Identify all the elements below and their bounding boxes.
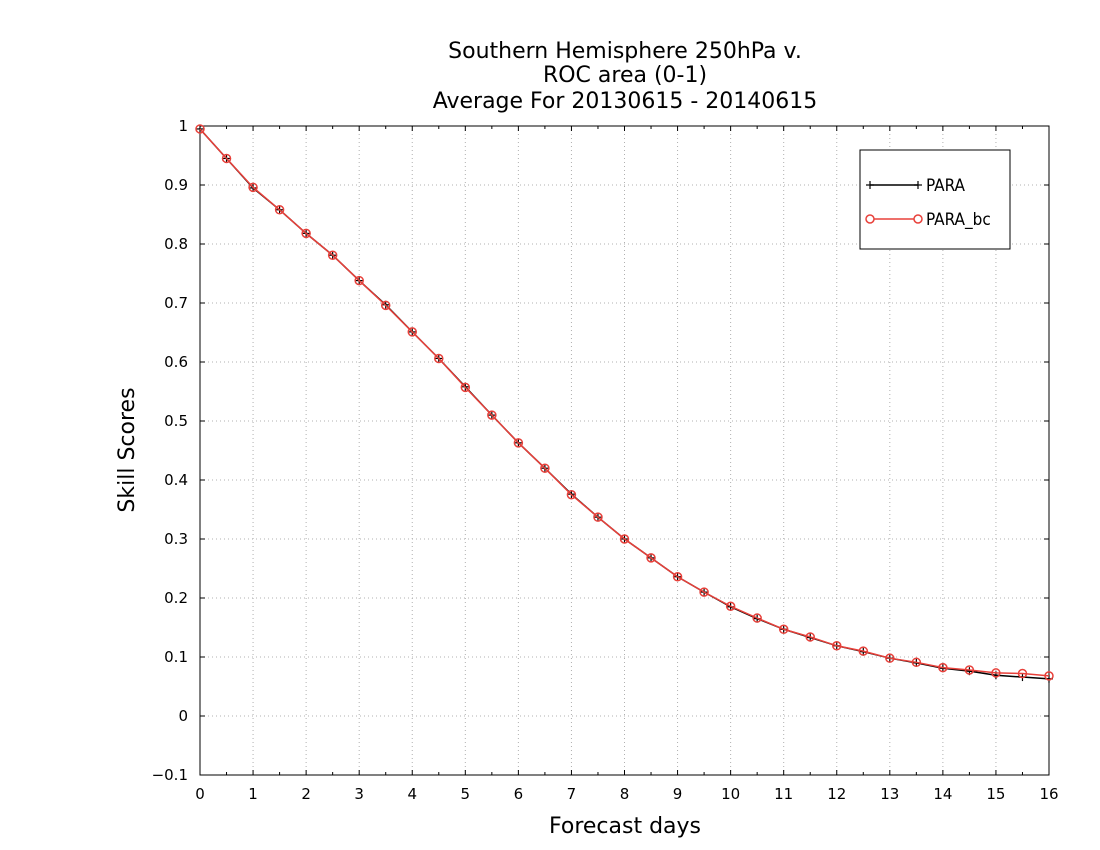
x-tick-label: 16 (1039, 785, 1058, 803)
series-layer (195, 124, 1054, 683)
data-point (195, 124, 205, 134)
y-tick-label: 1 (178, 117, 188, 135)
y-axis-label: Skill Scores (115, 387, 140, 512)
x-tick-label: 15 (986, 785, 1005, 803)
x-tick-label: 9 (673, 785, 683, 803)
x-tick-label: 3 (354, 785, 364, 803)
y-tick-label: 0.7 (164, 294, 188, 312)
chart-title: Southern Hemisphere 250hPa v. ROC area (… (433, 39, 818, 114)
x-tick-label: 2 (301, 785, 311, 803)
data-point (274, 205, 285, 215)
legend-label: PARA_bc (926, 210, 991, 230)
data-point (434, 353, 444, 364)
x-tick-label: 7 (567, 785, 577, 803)
x-tick-label: 5 (461, 785, 471, 803)
data-point (832, 641, 842, 651)
data-point (407, 327, 417, 337)
data-point (593, 512, 603, 522)
legend-marker (865, 214, 875, 224)
data-point (619, 534, 630, 544)
data-point (778, 624, 789, 635)
data-point (1017, 668, 1028, 679)
legend: PARA PARA_bc (859, 149, 1011, 250)
y-tick-label: 0.5 (164, 412, 188, 430)
legend-entry-para-bc: PARA_bc (865, 210, 991, 230)
y-tick-label: 0.6 (164, 353, 188, 371)
data-point (964, 665, 975, 675)
data-point (380, 300, 391, 311)
legend-marker (913, 214, 923, 224)
y-tick-label: 0.4 (164, 471, 188, 489)
legend-box (859, 149, 1011, 250)
title-line-3: Average For 20130615 - 20140615 (433, 89, 818, 114)
data-point (725, 601, 736, 612)
x-tick-label: 4 (407, 785, 417, 803)
data-point (646, 553, 656, 563)
data-point (566, 490, 577, 500)
x-tick-label: 11 (774, 785, 793, 803)
title-line-1: Southern Hemisphere 250hPa v. (448, 39, 802, 64)
data-point (672, 572, 683, 582)
y-tick-label: 0.8 (164, 235, 188, 253)
data-point (540, 463, 550, 473)
y-tick-label: 0.9 (164, 176, 188, 194)
data-point (858, 646, 869, 656)
data-point (487, 410, 497, 420)
data-point (991, 668, 1001, 678)
series-para-bc (195, 124, 1054, 681)
data-point (699, 587, 709, 597)
x-tick-label: 8 (620, 785, 630, 803)
data-point (221, 153, 232, 164)
y-tick-label: 0.2 (164, 589, 188, 607)
x-tick-label: 6 (514, 785, 524, 803)
data-point (248, 182, 258, 193)
data-point (938, 662, 948, 673)
x-tick-label: 0 (195, 785, 205, 803)
x-axis-label: Forecast days (549, 814, 701, 839)
legend-entry-para: PARA (866, 176, 966, 196)
data-point (460, 382, 471, 393)
data-point (327, 250, 338, 260)
data-point (1044, 671, 1054, 681)
data-point (354, 275, 364, 286)
data-point (301, 228, 311, 239)
y-tick-label: −0.1 (152, 766, 188, 784)
y-tick-label: 0 (178, 707, 188, 725)
y-tick-label: 0.1 (164, 648, 188, 666)
data-point (911, 657, 922, 668)
x-tick-label: 1 (248, 785, 258, 803)
data-point (885, 653, 895, 663)
series-line (199, 128, 1050, 677)
x-tick-label: 14 (933, 785, 952, 803)
legend-entries: PARA PARA_bc (865, 176, 991, 230)
x-tick-label: 12 (827, 785, 846, 803)
data-point (805, 632, 815, 642)
y-tick-label: 0.3 (164, 530, 188, 548)
legend-label: PARA (926, 176, 966, 196)
data-point (513, 438, 524, 448)
title-line-2: ROC area (0-1) (543, 63, 707, 88)
axis-ticks: 0 1 2 3 4 5 6 7 8 9 10 11 12 13 14 15 16−0.100.10.20.30.… (152, 117, 1059, 803)
data-point (752, 613, 762, 623)
x-tick-label: 13 (880, 785, 899, 803)
x-tick-label: 10 (721, 785, 740, 803)
